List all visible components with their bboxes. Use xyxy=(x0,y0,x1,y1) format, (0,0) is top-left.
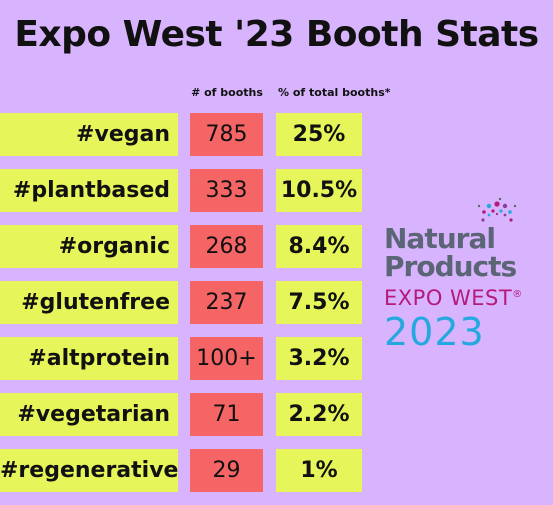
column-header-booths: # of booths xyxy=(191,86,263,99)
booth-percent: 10.5% xyxy=(276,169,362,212)
logo-year-text: 2023 xyxy=(384,310,485,354)
booth-count: 237 xyxy=(190,281,263,324)
table-row: #regenerative 29 1% xyxy=(0,449,553,492)
hashtag-label: #regenerative xyxy=(0,449,178,492)
table-row: #glutenfree 237 7.5% xyxy=(0,281,553,324)
booth-count: 333 xyxy=(190,169,263,212)
column-header-percent: % of total booths* xyxy=(278,86,391,99)
booth-percent: 2.2% xyxy=(276,393,362,436)
table-row: #vegan 785 25% xyxy=(0,113,553,156)
booth-count: 785 xyxy=(190,113,263,156)
logo-expo-west-text: EXPO WEST® xyxy=(384,286,523,310)
table-row: #vegetarian 71 2.2% xyxy=(0,393,553,436)
page-title: Expo West '23 Booth Stats xyxy=(14,14,539,55)
hashtag-label: #glutenfree xyxy=(0,281,178,324)
logo-products-text: Products xyxy=(384,250,517,283)
booth-count: 100+ xyxy=(190,337,263,380)
hashtag-label: #vegetarian xyxy=(0,393,178,436)
booth-percent: 25% xyxy=(276,113,362,156)
logo-natural-text: Natural xyxy=(384,222,496,255)
table-row: #altprotein 100+ 3.2% xyxy=(0,337,553,380)
hashtag-label: #organic xyxy=(0,225,178,268)
natural-products-expo-west-logo: Natural Products EXPO WEST® 2023 xyxy=(382,197,552,360)
booth-percent: 3.2% xyxy=(276,337,362,380)
booth-count: 268 xyxy=(190,225,263,268)
booth-percent: 1% xyxy=(276,449,362,492)
starburst-icon xyxy=(477,197,517,222)
booth-count: 29 xyxy=(190,449,263,492)
hashtag-label: #plantbased xyxy=(0,169,178,212)
table-row: #organic 268 8.4% xyxy=(0,225,553,268)
booth-percent: 7.5% xyxy=(276,281,362,324)
booth-count: 71 xyxy=(190,393,263,436)
hashtag-label: #altprotein xyxy=(0,337,178,380)
table-row: #plantbased 333 10.5% xyxy=(0,169,553,212)
hashtag-label: #vegan xyxy=(0,113,178,156)
booth-percent: 8.4% xyxy=(276,225,362,268)
